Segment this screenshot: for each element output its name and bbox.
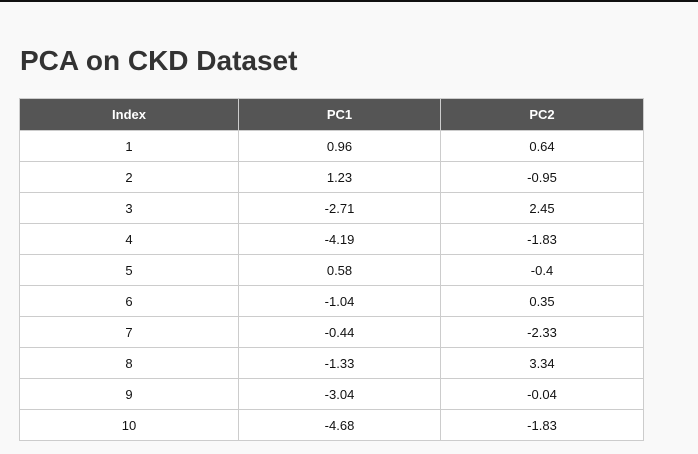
table-body: 1 0.96 0.64 2 1.23 -0.95 3 -2.71 2.45 4 -4.19 -1.83… bbox=[19, 130, 644, 441]
cell-pc2: 0.64 bbox=[440, 130, 644, 162]
cell-index: 9 bbox=[19, 378, 239, 410]
cell-index: 7 bbox=[19, 316, 239, 348]
cell-pc1: -2.71 bbox=[238, 192, 441, 224]
table-row: 2 1.23 -0.95 bbox=[19, 161, 644, 193]
cell-pc2: -1.83 bbox=[440, 409, 644, 441]
cell-pc1: -1.33 bbox=[238, 347, 441, 379]
window-top-border bbox=[0, 0, 698, 2]
table-header: Index PC1 PC2 bbox=[19, 98, 644, 131]
cell-pc2: -0.04 bbox=[440, 378, 644, 410]
page-title: PCA on CKD Dataset bbox=[20, 45, 298, 76]
cell-pc2: 2.45 bbox=[440, 192, 644, 224]
cell-index: 5 bbox=[19, 254, 239, 286]
column-header-pc1: PC1 bbox=[238, 98, 441, 131]
table-row: 5 0.58 -0.4 bbox=[19, 254, 644, 286]
cell-index: 4 bbox=[19, 223, 239, 255]
table-row: 10 -4.68 -1.83 bbox=[19, 409, 644, 441]
table-row: 6 -1.04 0.35 bbox=[19, 285, 644, 317]
table-row: 1 0.96 0.64 bbox=[19, 130, 644, 162]
cell-index: 2 bbox=[19, 161, 239, 193]
header-row: Index PC1 PC2 bbox=[19, 98, 644, 131]
cell-pc2: -0.4 bbox=[440, 254, 644, 286]
cell-index: 8 bbox=[19, 347, 239, 379]
table-row: 9 -3.04 -0.04 bbox=[19, 378, 644, 410]
cell-pc1: 0.58 bbox=[238, 254, 441, 286]
cell-pc1: -4.19 bbox=[238, 223, 441, 255]
cell-pc1: 1.23 bbox=[238, 161, 441, 193]
pca-table: Index PC1 PC2 1 0.96 0.64 2 1.23 -0.95 3 -2.71 2… bbox=[19, 98, 644, 441]
cell-index: 3 bbox=[19, 192, 239, 224]
cell-pc2: 0.35 bbox=[440, 285, 644, 317]
column-header-pc2: PC2 bbox=[440, 98, 644, 131]
cell-pc2: -2.33 bbox=[440, 316, 644, 348]
cell-index: 6 bbox=[19, 285, 239, 317]
table-row: 3 -2.71 2.45 bbox=[19, 192, 644, 224]
cell-index: 1 bbox=[19, 130, 239, 162]
cell-pc2: -1.83 bbox=[440, 223, 644, 255]
table-row: 4 -4.19 -1.83 bbox=[19, 223, 644, 255]
table-row: 7 -0.44 -2.33 bbox=[19, 316, 644, 348]
cell-pc1: -3.04 bbox=[238, 378, 441, 410]
table-row: 8 -1.33 3.34 bbox=[19, 347, 644, 379]
cell-pc2: -0.95 bbox=[440, 161, 644, 193]
cell-pc2: 3.34 bbox=[440, 347, 644, 379]
cell-pc1: -1.04 bbox=[238, 285, 441, 317]
cell-pc1: -0.44 bbox=[238, 316, 441, 348]
cell-pc1: 0.96 bbox=[238, 130, 441, 162]
cell-index: 10 bbox=[19, 409, 239, 441]
column-header-index: Index bbox=[19, 98, 239, 131]
cell-pc1: -4.68 bbox=[238, 409, 441, 441]
